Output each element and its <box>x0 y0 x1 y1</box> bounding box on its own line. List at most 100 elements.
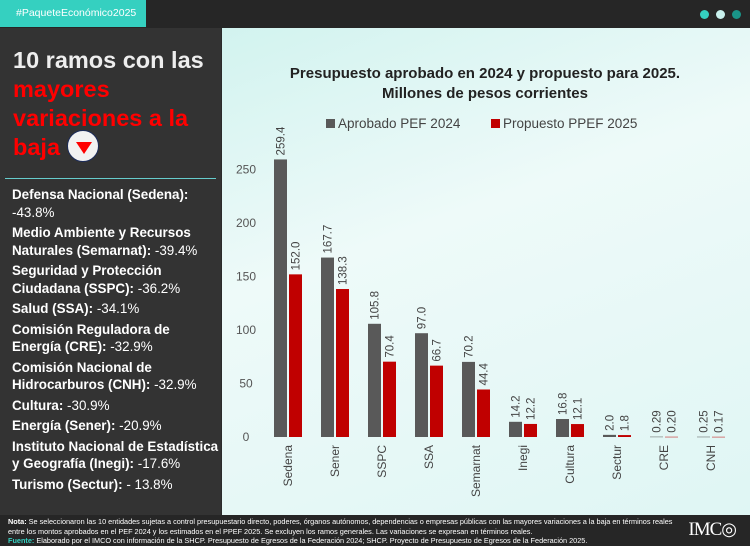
bar-2024-inegi <box>509 421 522 437</box>
data-label: 167.7 <box>323 225 335 254</box>
data-label: 0.25 <box>699 410 711 432</box>
nav-dot-1[interactable] <box>700 10 709 19</box>
data-label: 1.8 <box>620 415 632 431</box>
data-label: 259.4 <box>276 126 288 155</box>
data-label: 152.0 <box>291 242 303 271</box>
x-tick-label: Sener <box>328 445 342 477</box>
x-tick-label: Inegi <box>516 445 530 471</box>
x-tick-label: Sectur <box>610 445 624 480</box>
imco-logo: IMC◎ <box>688 519 737 540</box>
data-label: 12.2 <box>526 398 538 420</box>
nav-dot-2[interactable] <box>716 10 725 19</box>
list-item: Medio Ambiente y Recursos Naturales (Sem… <box>12 224 220 259</box>
bar-2024-sedena <box>274 159 287 437</box>
x-tick-label: CRE <box>657 445 671 470</box>
data-label: 0.17 <box>714 410 726 432</box>
data-label: 0.29 <box>652 410 664 432</box>
bar-2024-ssa <box>415 333 428 437</box>
item-name: Medio Ambiente y Recursos Naturales (Sem… <box>12 225 191 258</box>
data-label: 138.3 <box>338 256 350 285</box>
nav-dot-3[interactable] <box>732 10 741 19</box>
footer: Nota: Se seleccionaron las 10 entidades … <box>0 515 750 546</box>
item-value: -34.1% <box>93 301 140 316</box>
panel-title: 10 ramos con las mayores variaciones a l… <box>13 46 218 165</box>
item-value: -32.9% <box>106 339 153 354</box>
item-name: Defensa Nacional (Sedena): <box>12 187 189 202</box>
legend-label-2024: Aprobado PEF 2024 <box>338 116 461 131</box>
item-value: -43.8% <box>12 204 55 220</box>
item-name: Instituto Nacional de Estadística y Geog… <box>12 438 219 472</box>
bar-2025-sedena <box>289 274 302 437</box>
legend-label-2025: Propuesto PPEF 2025 <box>503 116 637 131</box>
data-label: 97.0 <box>417 307 429 329</box>
bar-2025-cre <box>665 436 678 438</box>
title-text: 10 ramos con las <box>13 47 204 73</box>
divider <box>5 178 216 179</box>
list-item: Seguridad y Protección Ciudadana (SSPC):… <box>12 262 220 297</box>
item-value: -20.9% <box>115 418 162 433</box>
y-tick-label: 150 <box>236 270 256 284</box>
y-tick-label: 200 <box>236 216 256 230</box>
chart-panel: Presupuesto aprobado en 2024 y propuesto… <box>222 28 750 515</box>
bar-2025-inegi <box>524 423 537 437</box>
top-bar: #PaqueteEconómico2025 <box>0 0 750 28</box>
x-tick-label: CNH <box>704 445 718 471</box>
item-value: -36.2% <box>134 280 181 296</box>
bar-2024-cultura <box>556 419 569 437</box>
y-tick-label: 100 <box>236 323 256 337</box>
y-tick-label: 0 <box>243 430 250 444</box>
bar-2024-semarnat <box>462 361 475 437</box>
data-label: 16.8 <box>558 393 570 415</box>
x-tick-label: Semarnat <box>469 444 483 497</box>
item-value: -17.6% <box>134 456 181 471</box>
item-value: -32.9% <box>150 377 197 392</box>
bar-2025-sectur <box>618 435 631 437</box>
data-label: 44.4 <box>479 363 491 386</box>
variation-list: Defensa Nacional (Sedena): -43.8% Medio A… <box>12 186 220 496</box>
list-item: Cultura: -30.9% <box>12 397 220 415</box>
chart-title: Presupuesto aprobado en 2024 y propuesto… <box>290 65 680 82</box>
source-text: Elaborado por el IMCO con información de… <box>34 536 588 546</box>
item-value: -39.4% <box>151 242 198 258</box>
data-label: 66.7 <box>432 339 444 361</box>
item-name: Salud (SSA): <box>12 301 94 316</box>
bar-2025-semarnat <box>477 389 490 437</box>
item-name: Comisión Nacional de Hidrocarburos (CNH)… <box>12 359 152 393</box>
y-tick-label: 250 <box>236 163 256 177</box>
item-name: Cultura: <box>12 397 64 413</box>
list-item: Energía (Sener): -20.9% <box>12 417 220 435</box>
legend-swatch-2024 <box>326 119 335 128</box>
data-label: 0.20 <box>667 410 679 432</box>
list-item: Comisión Reguladora de Energía (CRE): -3… <box>12 321 220 356</box>
data-label: 70.4 <box>385 335 397 358</box>
bar-2025-sener <box>336 289 349 437</box>
item-name: Comisión Reguladora de Energía (CRE): <box>12 321 170 355</box>
data-label: 70.2 <box>464 335 476 357</box>
x-tick-label: Sedena <box>281 445 295 487</box>
title-highlight: mayores variaciones a la baja <box>13 76 189 161</box>
left-panel: 10 ramos con las mayores variaciones a l… <box>0 28 221 515</box>
x-tick-label: Cultura <box>563 445 577 484</box>
bar-2024-sspc <box>368 323 381 437</box>
item-name: Turismo (Sectur): <box>12 476 123 492</box>
source-label: Fuente: <box>8 536 35 546</box>
data-label: 14.2 <box>511 395 523 417</box>
note-text: Se seleccionaron las 10 entidades sujeta… <box>8 517 673 536</box>
bar-2024-cre <box>650 436 663 438</box>
hashtag-label: #PaqueteEconómico2025 <box>0 0 146 27</box>
footer-note: Nota: Se seleccionaron las 10 entidades … <box>8 517 683 536</box>
note-label: Nota: <box>8 517 27 526</box>
bar-2024-sener <box>321 257 334 437</box>
y-tick-label: 50 <box>239 377 253 391</box>
bar-2025-cultura <box>571 424 584 437</box>
item-name: Energía (Sener): <box>12 418 116 433</box>
down-arrow-icon <box>66 130 99 162</box>
bar-2025-ssa <box>430 365 443 437</box>
footer-source: Fuente: Elaborado por el IMCO con inform… <box>8 536 683 546</box>
x-tick-label: SSA <box>422 445 436 469</box>
list-item: Turismo (Sectur): - 13.8% <box>12 476 220 494</box>
data-label: 2.0 <box>605 415 617 431</box>
chart-subtitle: Millones de pesos corrientes <box>382 85 588 102</box>
bar-2025-sspc <box>383 361 396 437</box>
data-label: 12.1 <box>573 398 585 420</box>
